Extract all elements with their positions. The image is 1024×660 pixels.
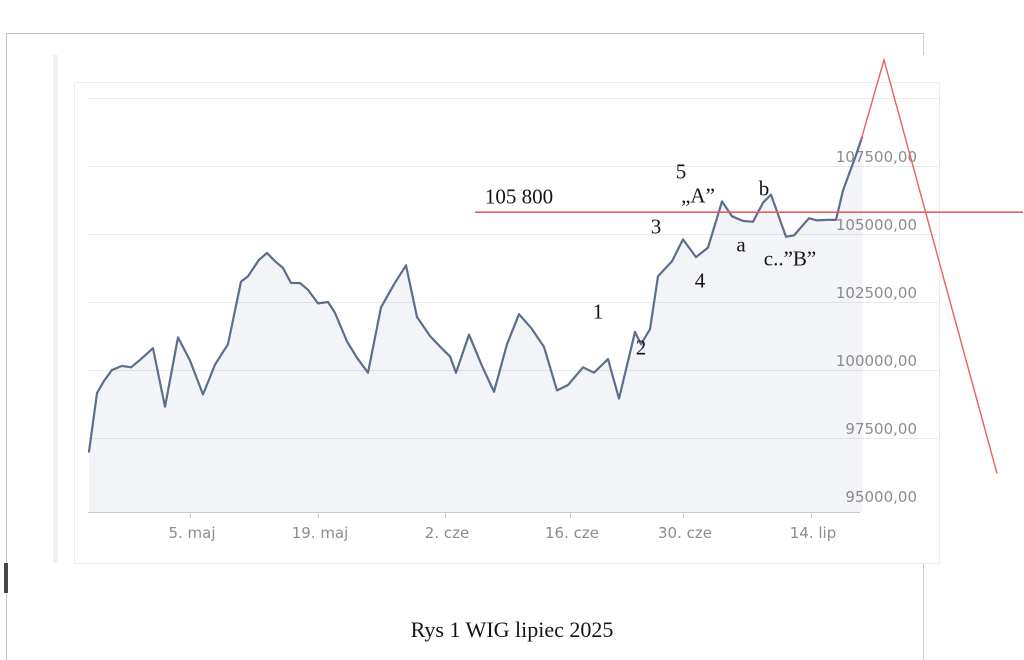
wave-annotation: 105 800 bbox=[484, 184, 554, 209]
x-axis-label: 19. maj bbox=[291, 524, 349, 542]
wave-annotation: 5 bbox=[675, 159, 687, 184]
document-frame-right-border-lower bbox=[923, 562, 924, 660]
wave-annotation: b bbox=[758, 176, 770, 201]
wave-annotation: 2 bbox=[635, 335, 647, 360]
figure-caption: Rys 1 WIG lipiec 2025 bbox=[410, 617, 614, 642]
x-axis-label: 14. lip bbox=[789, 524, 837, 542]
x-axis-line bbox=[88, 512, 860, 513]
gridline bbox=[88, 438, 938, 439]
x-axis-label: 2. cze bbox=[424, 524, 470, 542]
left-scrollbar-thumb[interactable] bbox=[4, 563, 8, 593]
x-axis-label: 30. cze bbox=[658, 524, 712, 542]
x-axis-tick bbox=[190, 512, 191, 518]
x-axis-tick bbox=[811, 512, 812, 518]
wave-annotation: a bbox=[736, 232, 746, 257]
wave-annotation: „A” bbox=[681, 183, 715, 208]
document-frame-left-border bbox=[6, 33, 7, 660]
x-axis-tick bbox=[570, 512, 571, 518]
x-axis-label: 5. maj bbox=[168, 524, 216, 542]
y-axis-label: 97500,00 bbox=[845, 420, 917, 438]
wave-annotation: 1 bbox=[592, 299, 604, 324]
document-frame-top-border bbox=[6, 33, 923, 34]
chart-container bbox=[74, 82, 940, 564]
x-axis-tick bbox=[445, 512, 446, 518]
wave-annotation: c..”B” bbox=[763, 246, 817, 271]
gridline bbox=[88, 166, 938, 167]
gridline bbox=[88, 234, 938, 235]
y-axis-label: 100000,00 bbox=[835, 352, 917, 370]
x-axis-tick bbox=[683, 512, 684, 518]
document-frame-right-border-upper bbox=[923, 33, 924, 55]
y-axis-label: 95000,00 bbox=[845, 488, 917, 506]
y-axis-label: 105000,00 bbox=[835, 216, 917, 234]
wave-annotation: 4 bbox=[694, 268, 706, 293]
x-axis-tick bbox=[318, 512, 319, 518]
gridline bbox=[88, 370, 938, 371]
gridline bbox=[88, 302, 938, 303]
y-axis-label: 107500,00 bbox=[835, 148, 917, 166]
x-axis-label: 16. cze bbox=[545, 524, 599, 542]
wave-annotation: 3 bbox=[650, 214, 662, 239]
margin-bar bbox=[53, 55, 58, 563]
y-axis-label: 102500,00 bbox=[835, 284, 917, 302]
gridline bbox=[88, 98, 938, 99]
